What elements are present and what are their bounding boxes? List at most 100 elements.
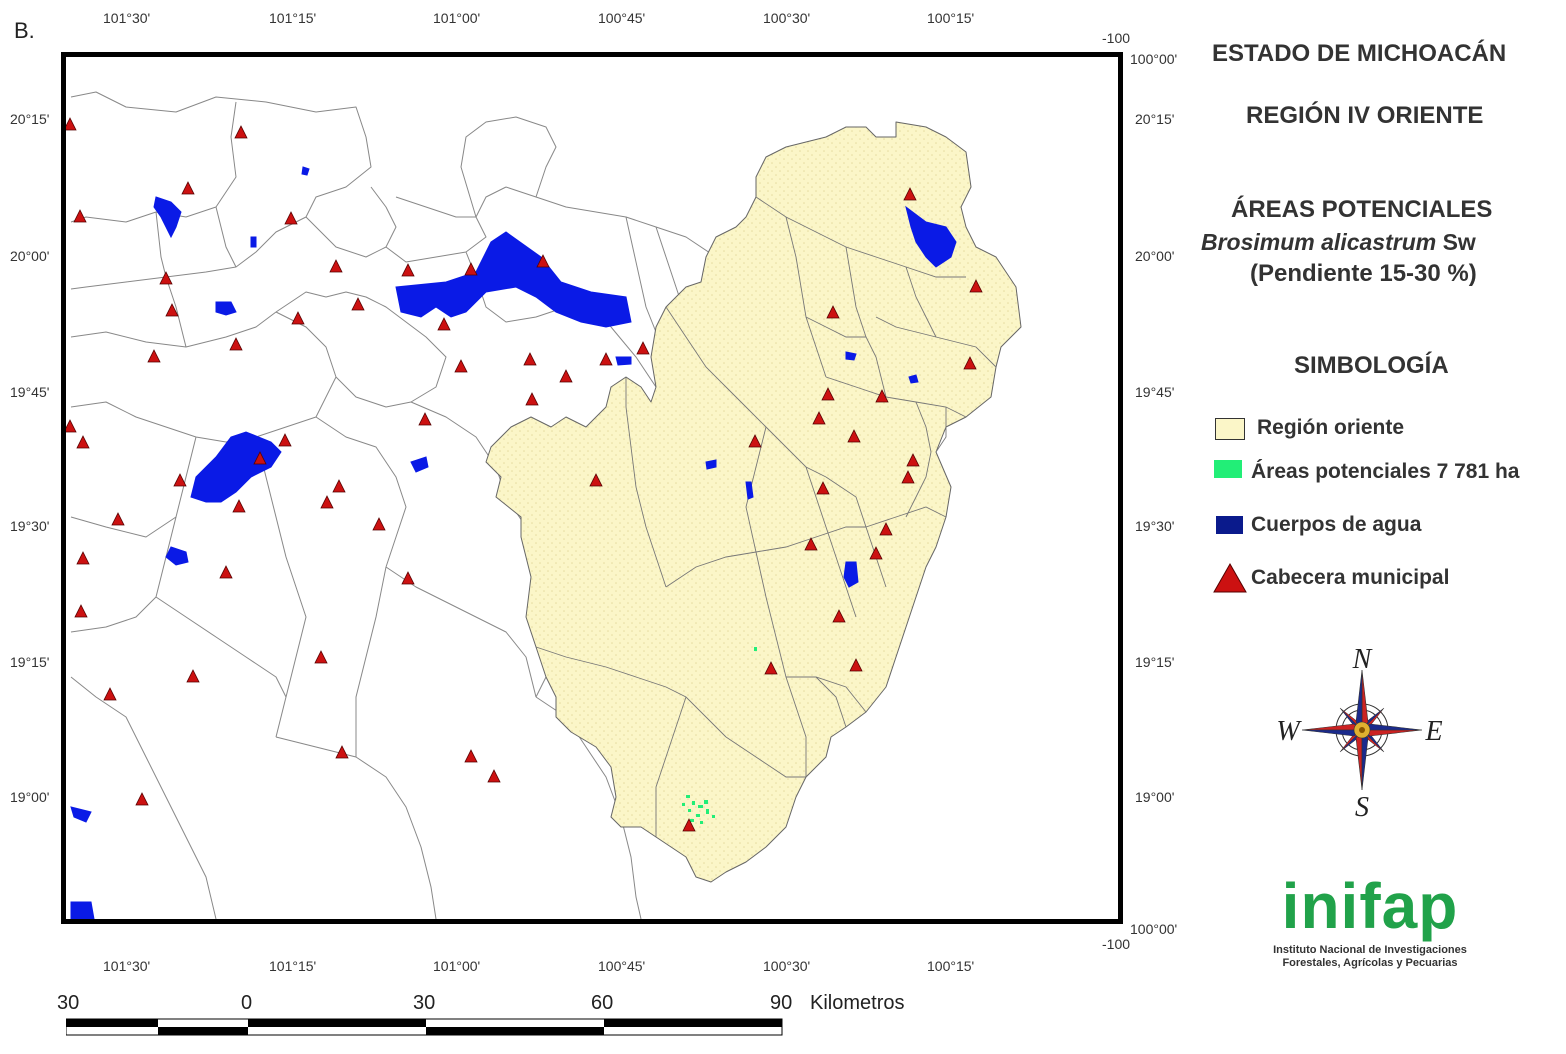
municipal-seat-marker xyxy=(748,434,762,448)
municipal-seat-marker xyxy=(906,453,920,467)
left-tick: 19°15' xyxy=(10,654,50,670)
water-small-8 xyxy=(70,901,95,919)
bottom-tick: 100°45' xyxy=(598,958,646,974)
left-tick: 20°15' xyxy=(10,111,50,127)
municipal-seat-marker xyxy=(821,387,835,401)
municipal-seat-marker xyxy=(234,125,248,139)
heading-title: ÁREAS POTENCIALES xyxy=(1231,196,1493,223)
water-small-11 xyxy=(845,351,857,361)
logo-word: inifap xyxy=(1281,870,1459,942)
municipal-seat-marker xyxy=(74,604,88,618)
left-tick: 19°00' xyxy=(10,789,50,805)
municipal-seat-marker xyxy=(464,749,478,763)
water-small-10 xyxy=(745,481,754,500)
municipal-seat-marker xyxy=(875,389,889,403)
state-title: ESTADO DE MICHOACÁN xyxy=(1212,40,1507,67)
legend-swatch-water xyxy=(1216,516,1243,534)
water-lake-cuitzeo xyxy=(395,231,632,328)
logo-line2: Forestales, Agrícolas y Pecuarias xyxy=(1282,957,1458,969)
municipal-seat-marker xyxy=(66,419,77,433)
legend-swatch-potential xyxy=(1214,460,1242,478)
water-small-2 xyxy=(215,301,237,316)
right-tick: 100°00' xyxy=(1130,921,1178,937)
water-bodies xyxy=(70,166,957,919)
municipal-seat-marker xyxy=(147,349,161,363)
municipal-seat-marker xyxy=(879,522,893,536)
municipal-seat-marker xyxy=(847,429,861,443)
corner-label: -100 xyxy=(1102,936,1131,952)
compass-east: E xyxy=(1424,716,1442,747)
legend-label: Áreas potenciales 7 781 ha xyxy=(1251,460,1520,483)
municipal-seat-marker xyxy=(219,565,233,579)
municipal-seat-marker xyxy=(320,495,334,509)
compass-icon: N S E W xyxy=(1276,644,1442,823)
municipal-seat-marker xyxy=(764,661,778,675)
map-frame xyxy=(61,52,1123,924)
municipal-seat-marker xyxy=(314,650,328,664)
municipal-seat-marker xyxy=(278,433,292,447)
compass-rose: N S E W xyxy=(1266,640,1456,823)
top-tick: 101°15' xyxy=(269,10,317,26)
bottom-tick: 101°15' xyxy=(269,958,317,974)
right-tick: 19°00' xyxy=(1135,789,1175,805)
municipal-seat-marker xyxy=(682,818,696,832)
bottom-tick: 100°15' xyxy=(927,958,975,974)
right-tick: 20°15' xyxy=(1135,111,1175,127)
water-small-7 xyxy=(843,561,859,588)
corner-label: -100 xyxy=(1102,30,1131,46)
legend-heading: SIMBOLOGÍA xyxy=(1294,352,1449,379)
scale-unit: Kilometros xyxy=(810,992,905,1014)
municipal-seat-marker xyxy=(335,745,349,759)
water-small-1 xyxy=(153,196,182,239)
municipal-seat-marker xyxy=(372,517,386,531)
municipal-seat-marker xyxy=(401,263,415,277)
municipal-seat-marker xyxy=(559,369,573,383)
legend-label: Región oriente xyxy=(1257,416,1405,439)
right-tick: 19°45' xyxy=(1135,384,1175,400)
logo-line1: Instituto Nacional de Investigaciones xyxy=(1273,944,1467,956)
municipal-seat-marker xyxy=(173,473,187,487)
water-small-14 xyxy=(908,374,919,384)
municipal-seat-marker xyxy=(284,211,298,225)
top-tick: 101°30' xyxy=(103,10,151,26)
municipal-seat-marker xyxy=(332,479,346,493)
water-small-15 xyxy=(301,166,310,176)
municipal-seat-marker xyxy=(159,271,173,285)
legend-triangle-icon xyxy=(1213,562,1247,593)
water-small-9 xyxy=(70,806,92,823)
inifap-logo: inifap Instituto Nacional de Investigaci… xyxy=(1255,874,1485,970)
municipal-seat-marker xyxy=(812,411,826,425)
right-tick: 19°15' xyxy=(1135,654,1175,670)
bottom-tick: 101°30' xyxy=(103,958,151,974)
municipal-seat-marker xyxy=(804,537,818,551)
potential-areas xyxy=(682,647,757,824)
municipal-seat-marker xyxy=(186,669,200,683)
municipal-seat-marker xyxy=(826,305,840,319)
water-small-5 xyxy=(615,356,632,366)
species-name: Brosimum alicastrum Sw xyxy=(1201,229,1476,256)
municipal-seat-marker xyxy=(76,435,90,449)
municipal-seat-marker xyxy=(589,473,603,487)
water-small-3 xyxy=(165,546,189,566)
scale-label: 60 xyxy=(591,992,614,1014)
municipal-seat-marker xyxy=(253,451,267,465)
right-tick: 100°00' xyxy=(1130,51,1178,67)
municipal-seat-marker xyxy=(418,412,432,426)
map-canvas xyxy=(66,91,1022,919)
water-small-13 xyxy=(250,236,257,248)
water-small-12 xyxy=(705,459,717,470)
right-tick: 20°00' xyxy=(1135,248,1175,264)
municipal-seat-marker xyxy=(903,187,917,201)
municipal-seat-marker xyxy=(536,254,550,268)
left-tick: 20°00' xyxy=(10,248,50,264)
municipal-seat-marker xyxy=(525,392,539,406)
municipal-seat-marker xyxy=(454,359,468,373)
region-internal-boundaries xyxy=(535,196,997,837)
municipal-seats xyxy=(66,117,983,832)
legend-label: Cabecera municipal xyxy=(1251,566,1450,589)
municipal-seat-marker xyxy=(464,262,478,276)
water-small-6 xyxy=(905,205,957,268)
municipal-seat-marker xyxy=(229,337,243,351)
scale-label: 30 xyxy=(413,992,436,1014)
legend-swatch-region xyxy=(1215,418,1245,440)
